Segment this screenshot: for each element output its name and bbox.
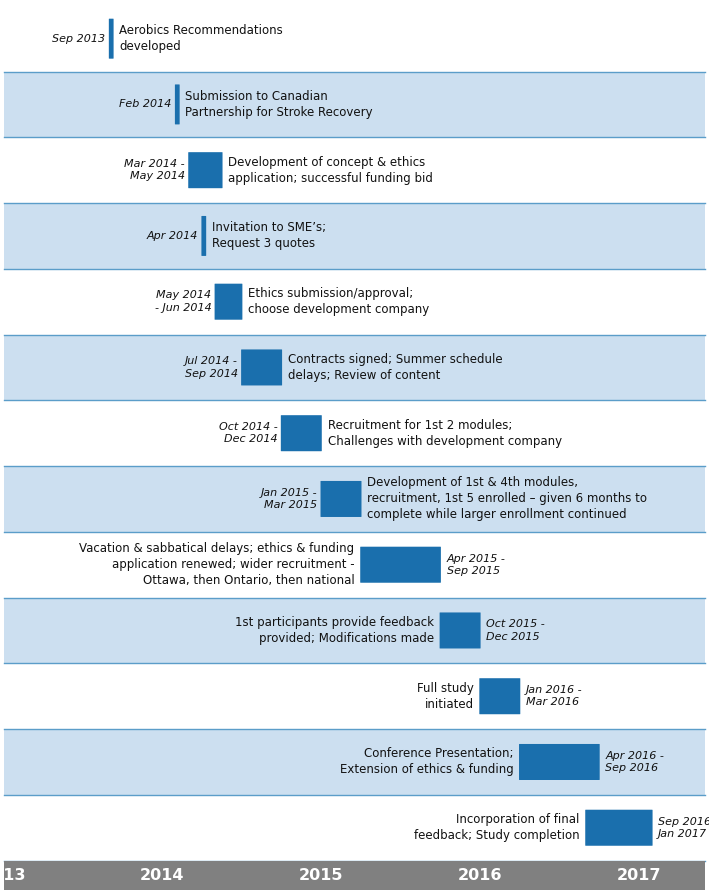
Text: Vacation & sabbatical delays; ethics & funding
application renewed; wider recrui: Vacation & sabbatical delays; ethics & f… [79,542,354,587]
Text: Jan 2015 -
Mar 2015: Jan 2015 - Mar 2015 [260,487,317,510]
FancyBboxPatch shape [201,216,206,256]
Text: Jul 2014 -
Sep 2014: Jul 2014 - Sep 2014 [184,357,238,379]
Bar [4,401,705,466]
Text: Sep 2013: Sep 2013 [52,34,106,44]
Text: Mar 2014 -
May 2014: Mar 2014 - May 2014 [124,159,185,181]
Text: 2014: 2014 [140,868,184,883]
Text: Apr 2014: Apr 2014 [147,231,198,241]
Text: Aerobics Recommendations
developed: Aerobics Recommendations developed [119,24,283,53]
Text: 2017: 2017 [617,868,661,883]
Text: Contracts signed; Summer schedule
delays; Review of content: Contracts signed; Summer schedule delays… [288,353,503,382]
Text: Development of concept & ethics
application; successful funding bid: Development of concept & ethics applicat… [228,156,433,185]
FancyBboxPatch shape [175,84,179,125]
Text: Ethics submission/approval;
choose development company: Ethics submission/approval; choose devel… [248,288,430,316]
Text: Full study
initiated: Full study initiated [417,682,474,711]
Text: Submission to Canadian
Partnership for Stroke Recovery: Submission to Canadian Partnership for S… [185,90,373,119]
Bar [4,598,705,663]
FancyBboxPatch shape [188,152,223,188]
Bar [4,663,705,729]
Bar [4,466,705,532]
Bar [4,203,705,269]
Text: Recruitment for 1st 2 modules;
Challenges with development company: Recruitment for 1st 2 modules; Challenge… [328,418,562,448]
Bar [4,72,705,137]
FancyBboxPatch shape [479,678,520,714]
FancyBboxPatch shape [241,349,282,385]
Bar [4,795,705,861]
Text: 1st participants provide feedback
provided; Modifications made: 1st participants provide feedback provid… [235,616,434,645]
FancyBboxPatch shape [360,547,441,582]
FancyBboxPatch shape [585,810,652,846]
FancyBboxPatch shape [440,613,481,649]
Bar [4,269,705,334]
Text: Invitation to SME’s;
Request 3 quotes: Invitation to SME’s; Request 3 quotes [212,221,326,251]
Text: 2015: 2015 [299,868,343,883]
Bar [4,861,705,891]
Text: Conference Presentation;
Extension of ethics & funding: Conference Presentation; Extension of et… [340,747,513,777]
Text: Incorporation of final
feedback; Study completion: Incorporation of final feedback; Study c… [414,814,579,842]
FancyBboxPatch shape [320,481,362,517]
Text: Sep 2016 -
Jan 2017: Sep 2016 - Jan 2017 [658,816,709,839]
Text: 2013: 2013 [0,868,26,883]
FancyBboxPatch shape [281,415,322,452]
Bar [4,137,705,203]
Text: Apr 2016 -
Sep 2016: Apr 2016 - Sep 2016 [605,751,664,773]
Text: 2016: 2016 [458,868,502,883]
Text: May 2014
- Jun 2014: May 2014 - Jun 2014 [155,290,211,313]
FancyBboxPatch shape [108,19,113,58]
Bar [4,334,705,401]
FancyBboxPatch shape [215,284,242,320]
Bar [4,532,705,598]
Text: Feb 2014: Feb 2014 [119,99,172,109]
Text: Jan 2016 -
Mar 2016: Jan 2016 - Mar 2016 [526,685,583,708]
FancyBboxPatch shape [519,744,600,780]
Bar [4,729,705,795]
Text: Oct 2015 -
Dec 2015: Oct 2015 - Dec 2015 [486,619,545,642]
Text: Development of 1st & 4th modules,
recruitment, 1st 5 enrolled – given 6 months t: Development of 1st & 4th modules, recrui… [367,477,647,521]
Text: Apr 2015 -
Sep 2015: Apr 2015 - Sep 2015 [447,554,506,576]
Bar [4,5,705,72]
Text: Oct 2014 -
Dec 2014: Oct 2014 - Dec 2014 [219,422,277,444]
